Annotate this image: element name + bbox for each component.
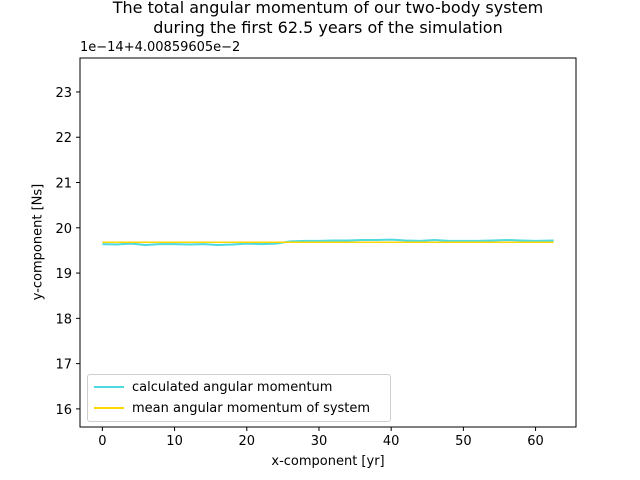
legend-line-mean — [94, 407, 124, 409]
y-tick-label: 16 — [55, 403, 72, 418]
x-tick-label: 0 — [98, 434, 106, 449]
y-tick-label: 22 — [55, 131, 72, 146]
legend-item-mean: mean angular momentum of system — [94, 399, 370, 417]
series-line-calculated — [102, 238, 554, 247]
series-layer — [102, 238, 554, 247]
x-tick-label: 10 — [166, 434, 183, 449]
y-tick-label: 18 — [55, 312, 72, 327]
ticks-layer: 0 10 20 30 40 50 60 16 17 18 19 20 21 22 23 — [55, 86, 543, 449]
y-tick-label: 23 — [55, 86, 72, 101]
x-axis-label: x-component [yr] — [271, 454, 385, 469]
legend: calculated angular momentum mean angular… — [87, 374, 391, 422]
y-tick-label: 21 — [55, 177, 72, 192]
y-tick-label: 19 — [55, 267, 72, 282]
chart-title-line-1: The total angular momentum of our two-bo… — [112, 0, 544, 17]
legend-item-calculated: calculated angular momentum — [94, 378, 332, 396]
legend-label-calculated: calculated angular momentum — [132, 379, 333, 395]
legend-line-calculated — [94, 386, 124, 388]
x-tick-label: 20 — [239, 434, 256, 449]
x-tick-label: 50 — [455, 434, 472, 449]
y-axis-label: y-component [Ns] — [30, 183, 46, 301]
y-axis-offset-label: 1e−14+4.00859605e−2 — [80, 40, 241, 55]
x-tick-label: 40 — [383, 434, 400, 449]
y-tick-label: 20 — [55, 222, 72, 237]
x-tick-label: 30 — [311, 434, 328, 449]
x-tick-label: 60 — [527, 434, 544, 449]
chart-title-line-2: during the first 62.5 years of the simul… — [153, 18, 503, 37]
legend-label-mean: mean angular momentum of system — [132, 400, 371, 416]
y-tick-label: 17 — [55, 358, 72, 373]
